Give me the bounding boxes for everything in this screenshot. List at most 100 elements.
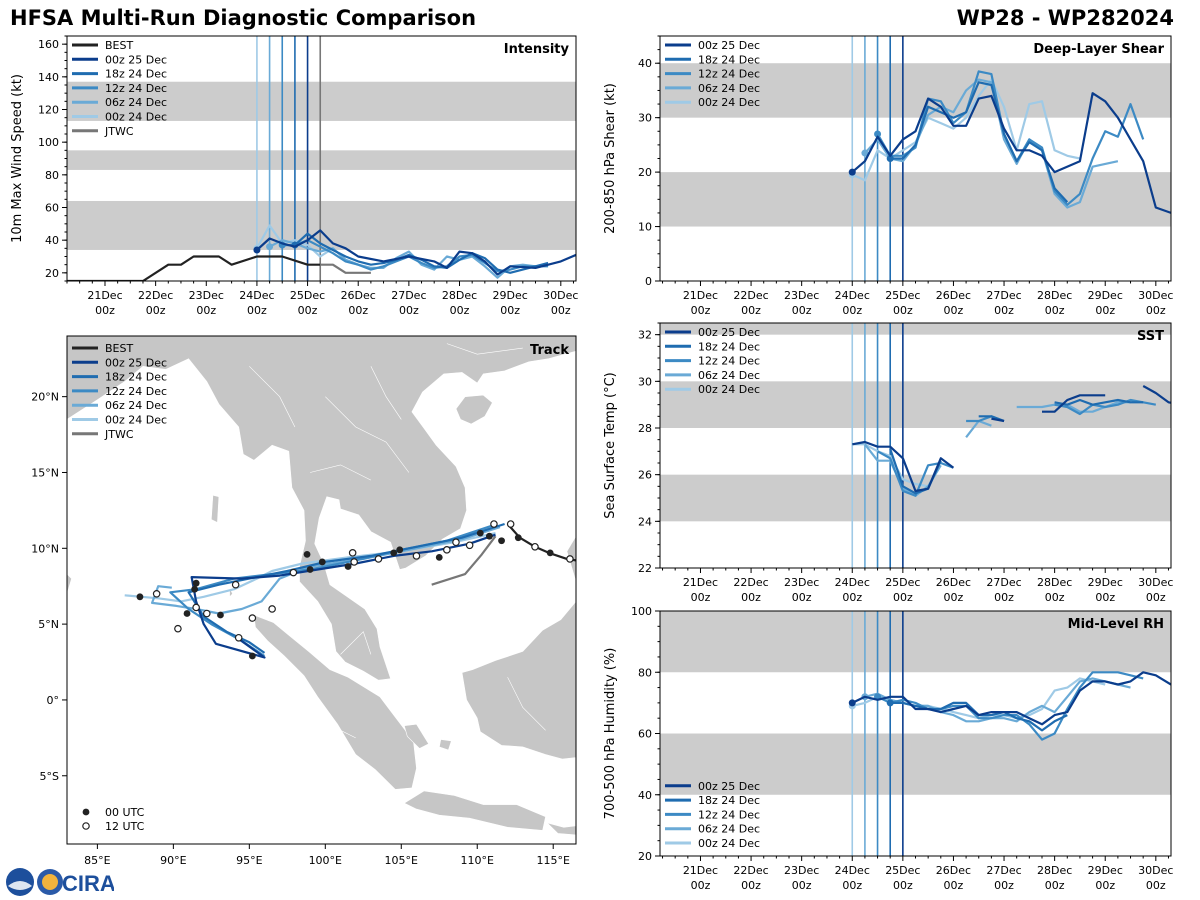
x-tick-date: 23Dec	[784, 576, 819, 589]
track-point-00utc	[485, 532, 493, 540]
legend-label: 00z 25 Dec	[698, 39, 760, 52]
track-point-00utc	[303, 550, 311, 558]
track-point-12utc	[268, 605, 276, 613]
x-tick-date: 24Dec	[835, 864, 870, 877]
x-tick-date: 27Dec	[986, 289, 1021, 302]
x-tick-hour: 00z	[1095, 591, 1115, 604]
panel-title: Intensity	[504, 42, 570, 57]
shade-band	[660, 611, 1171, 673]
x-tick-date: 30Dec	[1138, 864, 1173, 877]
x-tick-date: 21Dec	[683, 864, 718, 877]
y-axis-label: 200-850 hPa Shear (kt)	[603, 83, 618, 234]
track-point-00utc	[192, 579, 200, 587]
x-tick-hour: 00z	[247, 304, 267, 317]
track-point-00utc	[136, 593, 144, 601]
province-border	[370, 366, 402, 420]
shade-band	[660, 381, 1171, 428]
x-tick-date: 25Dec	[885, 576, 920, 589]
legend-marker-filled	[82, 808, 90, 816]
map-frame	[66, 335, 577, 845]
panel-intensity: 20 40 60 80 100 120 140 160 21Dec 00z 22Dec 00z 23De…	[10, 35, 578, 317]
track-line	[190, 533, 496, 659]
y-tick-label: 80	[45, 169, 59, 182]
x-tick-date: 26Dec	[341, 289, 376, 302]
lon-tick-label: 110°E	[461, 854, 494, 867]
lat-tick-label: 10°N	[31, 542, 59, 555]
legend-label: 00z 24 Dec	[698, 383, 760, 396]
legend-label: 00 UTC	[105, 806, 145, 819]
plot-area-rh	[660, 611, 1171, 856]
y-tick-label: 20	[638, 850, 652, 863]
x-tick-date: 25Dec	[290, 289, 325, 302]
x-tick-hour: 00z	[893, 304, 913, 317]
legend-label: 18z 24 Dec	[105, 68, 167, 81]
x-tick-date: 22Dec	[138, 289, 173, 302]
panel-shear: 0 10 20 30 40 21Dec 00z 22Dec 00z 23Dec 00z 24Dec 00…	[603, 35, 1173, 317]
x-tick-date: 23Dec	[784, 864, 819, 877]
x-tick-date: 21Dec	[683, 289, 718, 302]
storm-id-title: WP28 - WP282024	[956, 6, 1174, 30]
x-tick-hour: 00z	[1095, 304, 1115, 317]
x-tick-hour: 00z	[691, 879, 711, 892]
series-line	[1016, 401, 1131, 413]
series-line	[852, 440, 955, 493]
x-tick-hour: 00z	[944, 591, 964, 604]
series-line	[269, 239, 536, 279]
x-tick-date: 26Dec	[936, 576, 971, 589]
x-tick-hour: 00z	[842, 879, 862, 892]
y-tick-label: 30	[638, 112, 652, 125]
track-point-00utc	[546, 549, 554, 557]
track-point-12utc	[374, 555, 383, 563]
x-tick-date: 28Dec	[442, 289, 477, 302]
y-tick-label: 40	[638, 789, 652, 802]
shade-band	[660, 733, 1171, 795]
lat-tick-label: 20°N	[31, 391, 59, 404]
province-border	[325, 396, 410, 473]
track-point-12utc	[248, 614, 257, 622]
y-tick-label: 32	[638, 329, 652, 342]
x-tick-hour: 00z	[1095, 879, 1115, 892]
series-line	[1042, 394, 1106, 413]
y-tick-label: 60	[45, 202, 59, 215]
x-tick-hour: 00z	[691, 304, 711, 317]
panel-sst: 22 24 26 28 30 32 21Dec 00z 22Dec 00z 23Dec 00z 24De…	[603, 322, 1173, 604]
series-start-point	[886, 699, 894, 707]
shade-band	[67, 200, 576, 250]
legend-label: JTWC	[104, 428, 134, 441]
x-tick-hour: 00z	[994, 879, 1014, 892]
y-tick-label: 20	[638, 166, 652, 179]
legend-label: 00z 25 Dec	[698, 780, 760, 793]
province-border	[310, 464, 372, 481]
y-tick-label: 30	[638, 375, 652, 388]
x-tick-date: 25Dec	[885, 864, 920, 877]
legend-label: 12z 24 Dec	[105, 385, 167, 398]
y-axis-label: 700-500 hPa Humidity (%)	[603, 648, 618, 820]
lat-tick-label: 5°N	[38, 618, 59, 631]
panel-title: Mid-Level RH	[1068, 617, 1164, 632]
x-tick-hour: 00z	[1045, 591, 1065, 604]
legend-label: JTWC	[104, 125, 134, 138]
plot-area-sst	[660, 323, 1171, 568]
land-polygon	[67, 573, 72, 594]
y-tick-label: 120	[38, 104, 59, 117]
track-point-00utc	[498, 537, 505, 545]
panel-title: Track	[530, 343, 569, 358]
x-tick-hour: 00z	[792, 304, 812, 317]
y-axis-label: Sea Surface Temp (°C)	[603, 372, 618, 519]
x-tick-date: 30Dec	[1138, 289, 1173, 302]
y-axis-label: 10m Max Wind Speed (kt)	[10, 74, 25, 243]
legend-label: 18z 24 Dec	[698, 340, 760, 353]
series-start-point	[874, 130, 882, 138]
track-point-12utc	[490, 520, 498, 528]
series-line	[67, 255, 321, 281]
province-border	[446, 343, 523, 355]
land-polygon	[461, 600, 576, 760]
land-polygon	[546, 822, 576, 836]
x-tick-date: 26Dec	[936, 864, 971, 877]
series-start-point	[886, 155, 894, 162]
lat-tick-label: 15°N	[31, 466, 59, 479]
x-tick-hour: 00z	[551, 304, 571, 317]
x-tick-date: 30Dec	[1138, 576, 1173, 589]
track-point-12utc	[350, 558, 358, 566]
land-polygon	[438, 739, 452, 751]
